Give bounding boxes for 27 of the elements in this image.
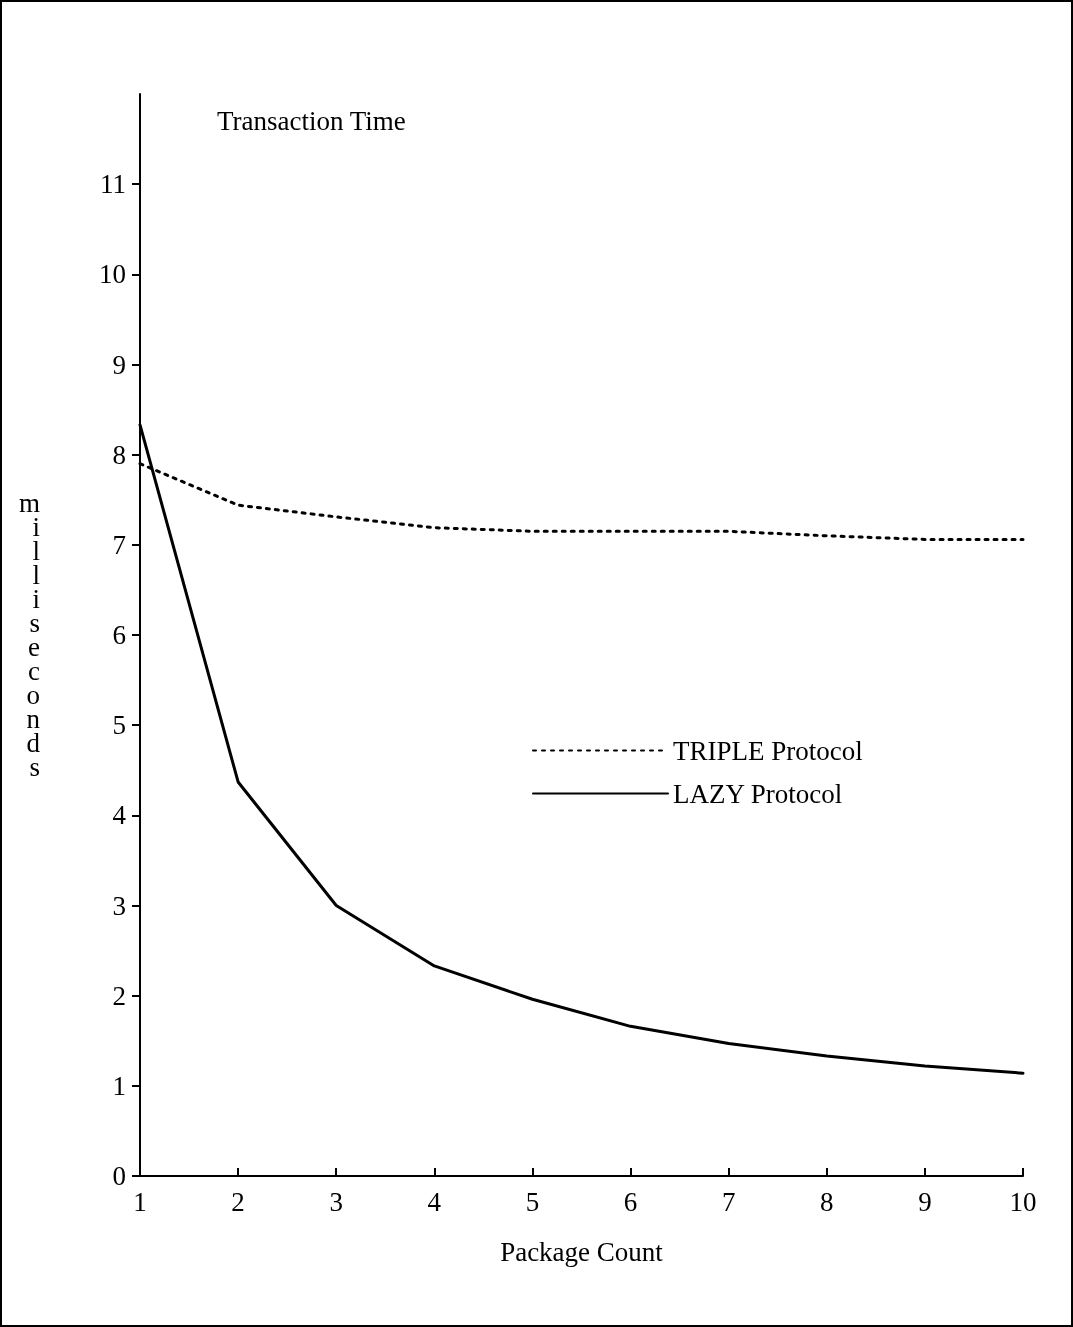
text: milliseconds (18, 488, 40, 782)
x-tick-label: 6 (623, 1186, 638, 1217)
y-tick-label: 2 (112, 980, 126, 1011)
y-tick-label: 5 (112, 710, 126, 741)
x-axis-title: Package Count (500, 1236, 664, 1267)
y-tick-label: 8 (112, 439, 126, 470)
y-tick-label: 9 (112, 349, 126, 380)
x-tick-label: 5 (525, 1186, 540, 1217)
y-tick-label: 7 (112, 529, 126, 560)
y-tick-label: 0 (112, 1161, 126, 1191)
x-tick-label: 9 (918, 1186, 932, 1217)
y-tick-label: 11 (100, 169, 126, 200)
y-tick-label: 4 (112, 800, 127, 831)
x-tick-label: 7 (721, 1186, 736, 1217)
y-tick-label: 3 (112, 890, 126, 921)
x-tick-label: 10 (1009, 1186, 1037, 1217)
x-tick-label: 1 (133, 1186, 147, 1217)
x-tick-label: 4 (427, 1186, 442, 1217)
y-tick-label: 10 (99, 259, 126, 290)
x-tick-label: 8 (820, 1186, 834, 1217)
y-tick-label: 6 (112, 620, 126, 650)
x-tick-label: 3 (329, 1186, 343, 1217)
chart-title: Transaction Time (217, 105, 406, 136)
legend-label: LAZY Protocol (673, 778, 843, 809)
y-tick-label: 1 (112, 1070, 126, 1101)
x-tick-label: 2 (231, 1186, 245, 1217)
legend-label: TRIPLE Protocol (673, 735, 863, 766)
